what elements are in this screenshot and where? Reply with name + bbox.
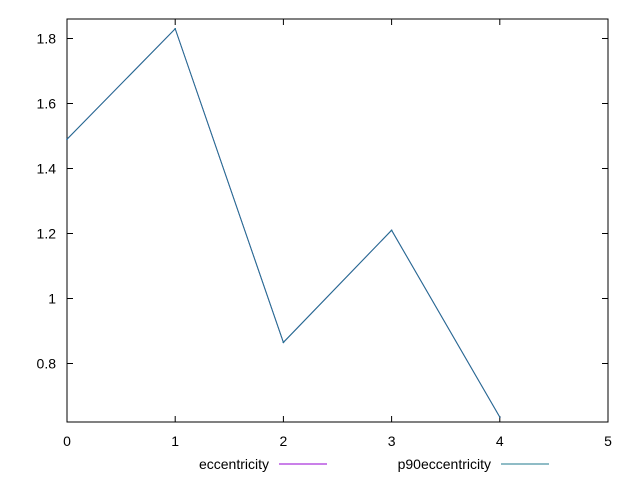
series-lines — [66, 27, 501, 418]
data-point-p90eccentricity — [174, 27, 176, 30]
y-tick-label: 1.8 — [37, 31, 57, 47]
legend-label-eccentricity: eccentricity — [199, 456, 269, 472]
data-point-p90eccentricity — [499, 416, 501, 418]
data-point-p90eccentricity — [390, 229, 393, 232]
data-point-p90eccentricity — [282, 341, 285, 344]
y-tick-label: 1 — [48, 291, 56, 307]
y-tick-label: 1.2 — [37, 226, 57, 242]
x-tick-label: 3 — [388, 433, 396, 449]
x-tick-label: 5 — [604, 433, 612, 449]
x-tick-label: 1 — [171, 433, 179, 449]
y-tick-label: 0.8 — [37, 356, 57, 372]
series-line-eccentricity — [66, 27, 501, 418]
x-tick-label: 4 — [496, 433, 504, 449]
axis-ticks: 0 1 2 3 4 5 0.8 1 1.2 1.4 1.6 1.8 — [37, 19, 612, 449]
x-tick-label: 2 — [280, 433, 288, 449]
y-tick-label: 1.4 — [37, 161, 57, 177]
series-line-p90eccentricity — [66, 27, 501, 418]
x-tick-label: 0 — [63, 433, 71, 449]
legend: eccentricity p90eccentricity — [199, 456, 549, 472]
data-point-p90eccentricity — [66, 138, 68, 141]
legend-label-p90eccentricity: p90eccentricity — [398, 456, 491, 472]
plot-frame — [66, 18, 609, 423]
y-tick-label: 1.6 — [37, 96, 57, 112]
